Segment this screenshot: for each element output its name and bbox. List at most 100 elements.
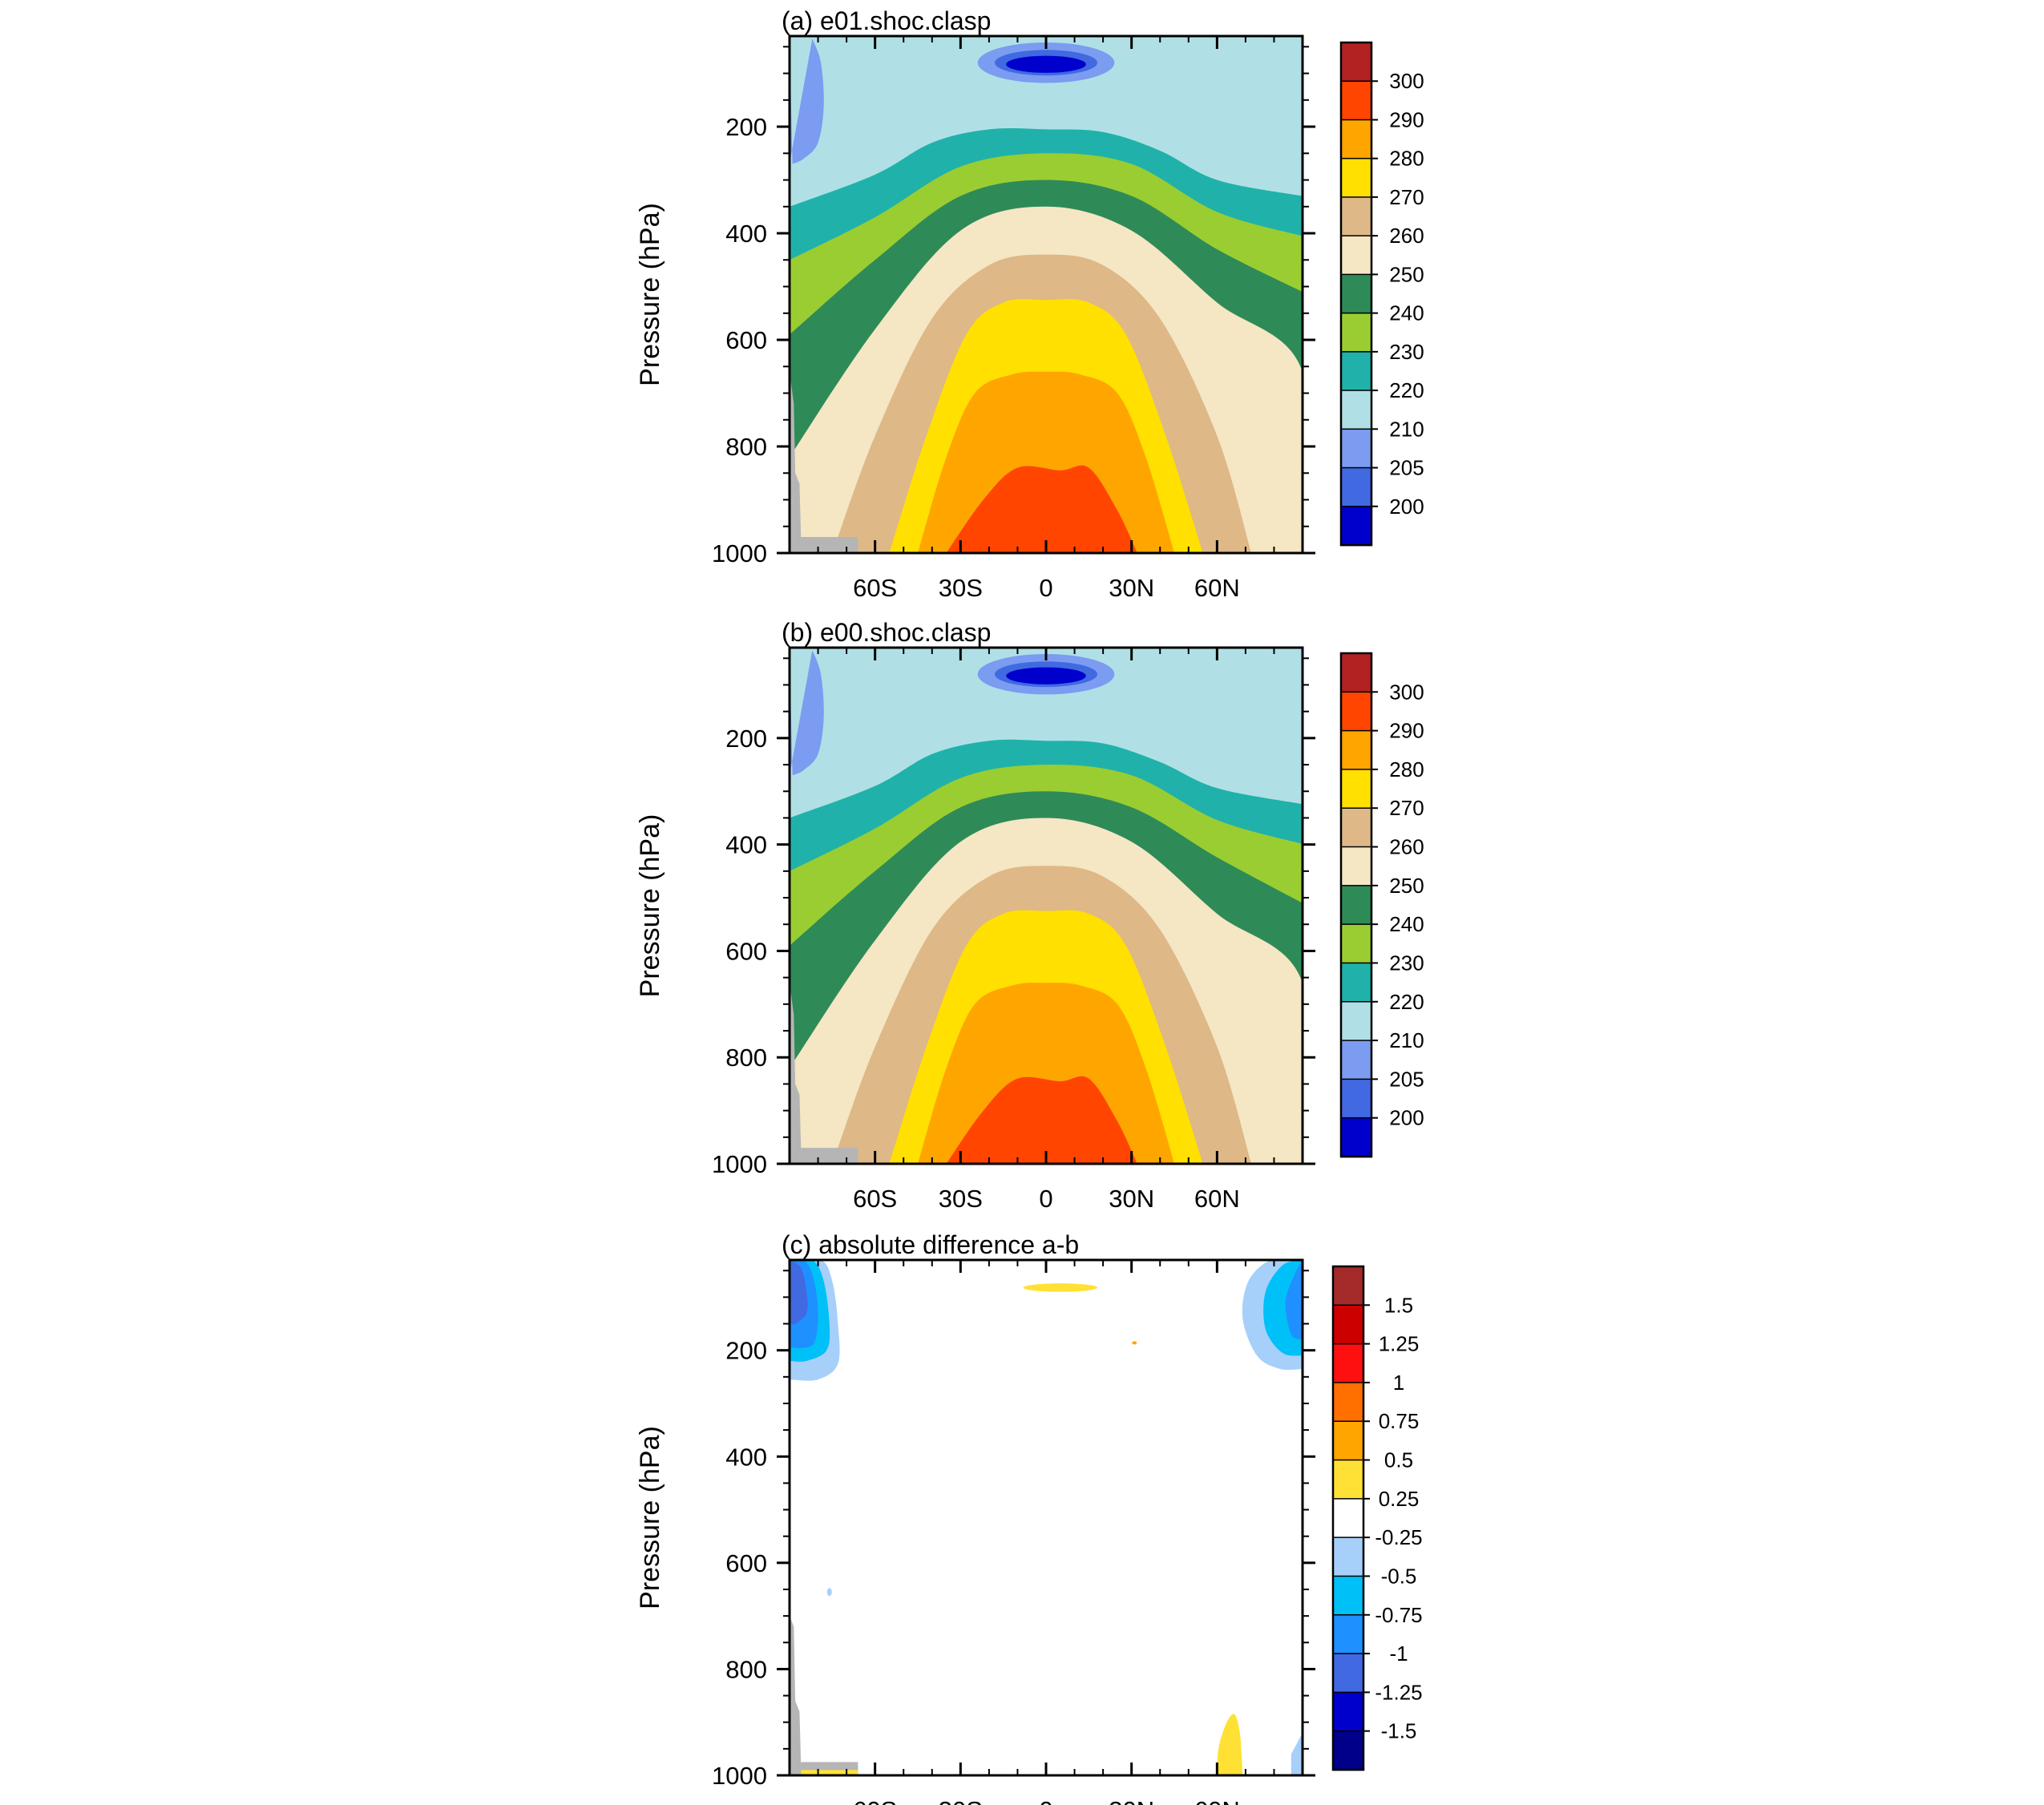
colorbar-label: 230 xyxy=(1389,951,1424,975)
colorbar-swatch xyxy=(1340,769,1372,810)
colorbar-swatch xyxy=(1340,729,1372,771)
colorbar-frame xyxy=(1331,1265,1365,1771)
colorbar-swatch xyxy=(1340,923,1372,964)
colorbar-label: 240 xyxy=(1389,301,1424,325)
colorbar-label: 0.25 xyxy=(1379,1487,1420,1511)
colorbar-swatch xyxy=(1340,1117,1372,1158)
colorbar-1: 300 290 280 270 260 250 240 230 220 210 205 200 xyxy=(1339,652,1424,1158)
colorbar-swatch xyxy=(1340,273,1372,314)
cold-core-min xyxy=(1006,667,1086,684)
colorbar-label: -0.75 xyxy=(1375,1603,1422,1627)
x-tick-label: 30S xyxy=(939,1185,983,1213)
colorbar-label: 280 xyxy=(1389,147,1424,171)
colorbar-swatch xyxy=(1340,506,1372,547)
colorbar-swatch xyxy=(1332,1691,1364,1732)
x-tick-label: 0 xyxy=(1039,1185,1052,1213)
colorbar-label: 200 xyxy=(1389,495,1424,519)
x-tick-label: 30N xyxy=(1109,1185,1154,1213)
colorbar-swatch xyxy=(1332,1575,1364,1617)
y-tick-label: 1000 xyxy=(712,539,767,567)
panel-title: (a) e01.shoc.clasp xyxy=(782,6,991,35)
contour-band-290 xyxy=(946,465,1137,553)
y-tick-label: 200 xyxy=(725,1337,767,1365)
colorbar-label: 250 xyxy=(1389,262,1424,286)
missing-data-strip xyxy=(801,1762,858,1771)
colorbar-label: -1 xyxy=(1389,1641,1408,1666)
colorbar-label: 300 xyxy=(1389,680,1424,704)
colorbar-swatch xyxy=(1332,1304,1364,1345)
colorbar-swatch xyxy=(1340,807,1372,848)
y-tick-label: 600 xyxy=(725,937,767,965)
colorbar-swatch xyxy=(1340,196,1372,237)
colorbar-label: 260 xyxy=(1389,835,1424,859)
colorbar-swatch xyxy=(1332,1730,1364,1771)
missing-data-antarctica xyxy=(790,1616,858,1775)
colorbar-swatch xyxy=(1340,351,1372,392)
colorbar-label: -0.25 xyxy=(1375,1525,1422,1549)
colorbar-swatch xyxy=(1332,1459,1364,1500)
colorbar-label: 260 xyxy=(1389,224,1424,248)
y-tick-label: 800 xyxy=(725,1655,767,1683)
colorbar-swatch xyxy=(1332,1343,1364,1384)
colorbar-swatch xyxy=(1340,390,1372,430)
y-tick-label: 400 xyxy=(725,831,767,859)
colorbar-swatch xyxy=(1340,235,1372,276)
colorbar-swatch xyxy=(1340,652,1372,693)
axes-0: (a) e01.shoc.clasp Pressure (hPa) 200 400 60… xyxy=(635,6,1315,602)
colorbar-swatch xyxy=(1332,1382,1364,1423)
colorbar-swatch xyxy=(1332,1266,1364,1306)
colorbar-swatch xyxy=(1332,1420,1364,1461)
colorbar-label: 290 xyxy=(1389,107,1424,131)
colorbar-label: 220 xyxy=(1389,990,1424,1014)
colorbar-swatch xyxy=(1332,1653,1364,1694)
x-tick-label: 60N xyxy=(1194,574,1240,602)
panel-title: (c) absolute difference a-b xyxy=(782,1230,1079,1259)
x-tick-label: 30S xyxy=(939,574,983,602)
missing-data-antarctica xyxy=(790,371,858,553)
colorbar-label: 290 xyxy=(1389,719,1424,743)
y-tick-label: 1000 xyxy=(712,1150,767,1178)
x-tick-label: 60S xyxy=(853,574,897,602)
colorbar-swatch xyxy=(1340,80,1372,121)
y-axis-label: Pressure (hPa) xyxy=(635,814,665,998)
colorbar-label: -0.5 xyxy=(1381,1564,1417,1588)
y-tick-label: 800 xyxy=(725,1044,767,1072)
colorbar-0: 300 290 280 270 260 250 240 230 220 210 205 200 xyxy=(1339,41,1424,547)
y-tick-label: 400 xyxy=(725,220,767,248)
colorbar-swatch xyxy=(1340,428,1372,469)
contour-blob-205-south xyxy=(790,36,824,164)
anomaly-north-3 xyxy=(1285,1260,1303,1340)
colorbar-swatch xyxy=(1340,312,1372,353)
colorbar-label: 270 xyxy=(1389,185,1424,209)
missing-data-antarctica xyxy=(790,983,858,1164)
x-tick-label: 30S xyxy=(939,1796,983,1805)
colorbar-swatch xyxy=(1340,119,1372,160)
axes-1: (b) e00.shoc.clasp Pressure (hPa) 200 400 60… xyxy=(635,618,1315,1213)
colorbar-swatch xyxy=(1340,1040,1372,1080)
y-tick-label: 200 xyxy=(725,725,767,753)
y-tick-label: 600 xyxy=(725,1549,767,1577)
colorbar-swatch xyxy=(1340,962,1372,1003)
colorbar-label: 210 xyxy=(1389,417,1424,441)
anomaly-speck xyxy=(1132,1341,1137,1345)
y-tick-label: 200 xyxy=(725,113,767,141)
contour-fill-group xyxy=(790,1260,1303,1775)
y-tick-label: 600 xyxy=(725,326,767,354)
contour-fill-group xyxy=(790,36,1303,553)
anomaly-nh-edge xyxy=(1291,1732,1303,1775)
colorbar-label: 230 xyxy=(1389,340,1424,364)
x-tick-label: 60N xyxy=(1194,1796,1240,1805)
colorbar-label: 1.25 xyxy=(1379,1332,1420,1356)
colorbar-label: 0.75 xyxy=(1379,1409,1420,1433)
x-tick-label: 60S xyxy=(853,1796,897,1805)
colorbar-swatch xyxy=(1340,1001,1372,1042)
colorbar-label: 200 xyxy=(1389,1106,1424,1130)
cold-core-min xyxy=(1006,55,1086,73)
contour-fill-group xyxy=(790,648,1303,1164)
y-tick-label: 1000 xyxy=(712,1762,767,1790)
colorbar-swatch xyxy=(1332,1536,1364,1577)
colorbar-swatch xyxy=(1340,42,1372,83)
colorbar-label: 205 xyxy=(1389,456,1424,480)
anomaly-tropics-positive xyxy=(1023,1283,1098,1292)
contour-blob-205-south xyxy=(790,648,824,776)
